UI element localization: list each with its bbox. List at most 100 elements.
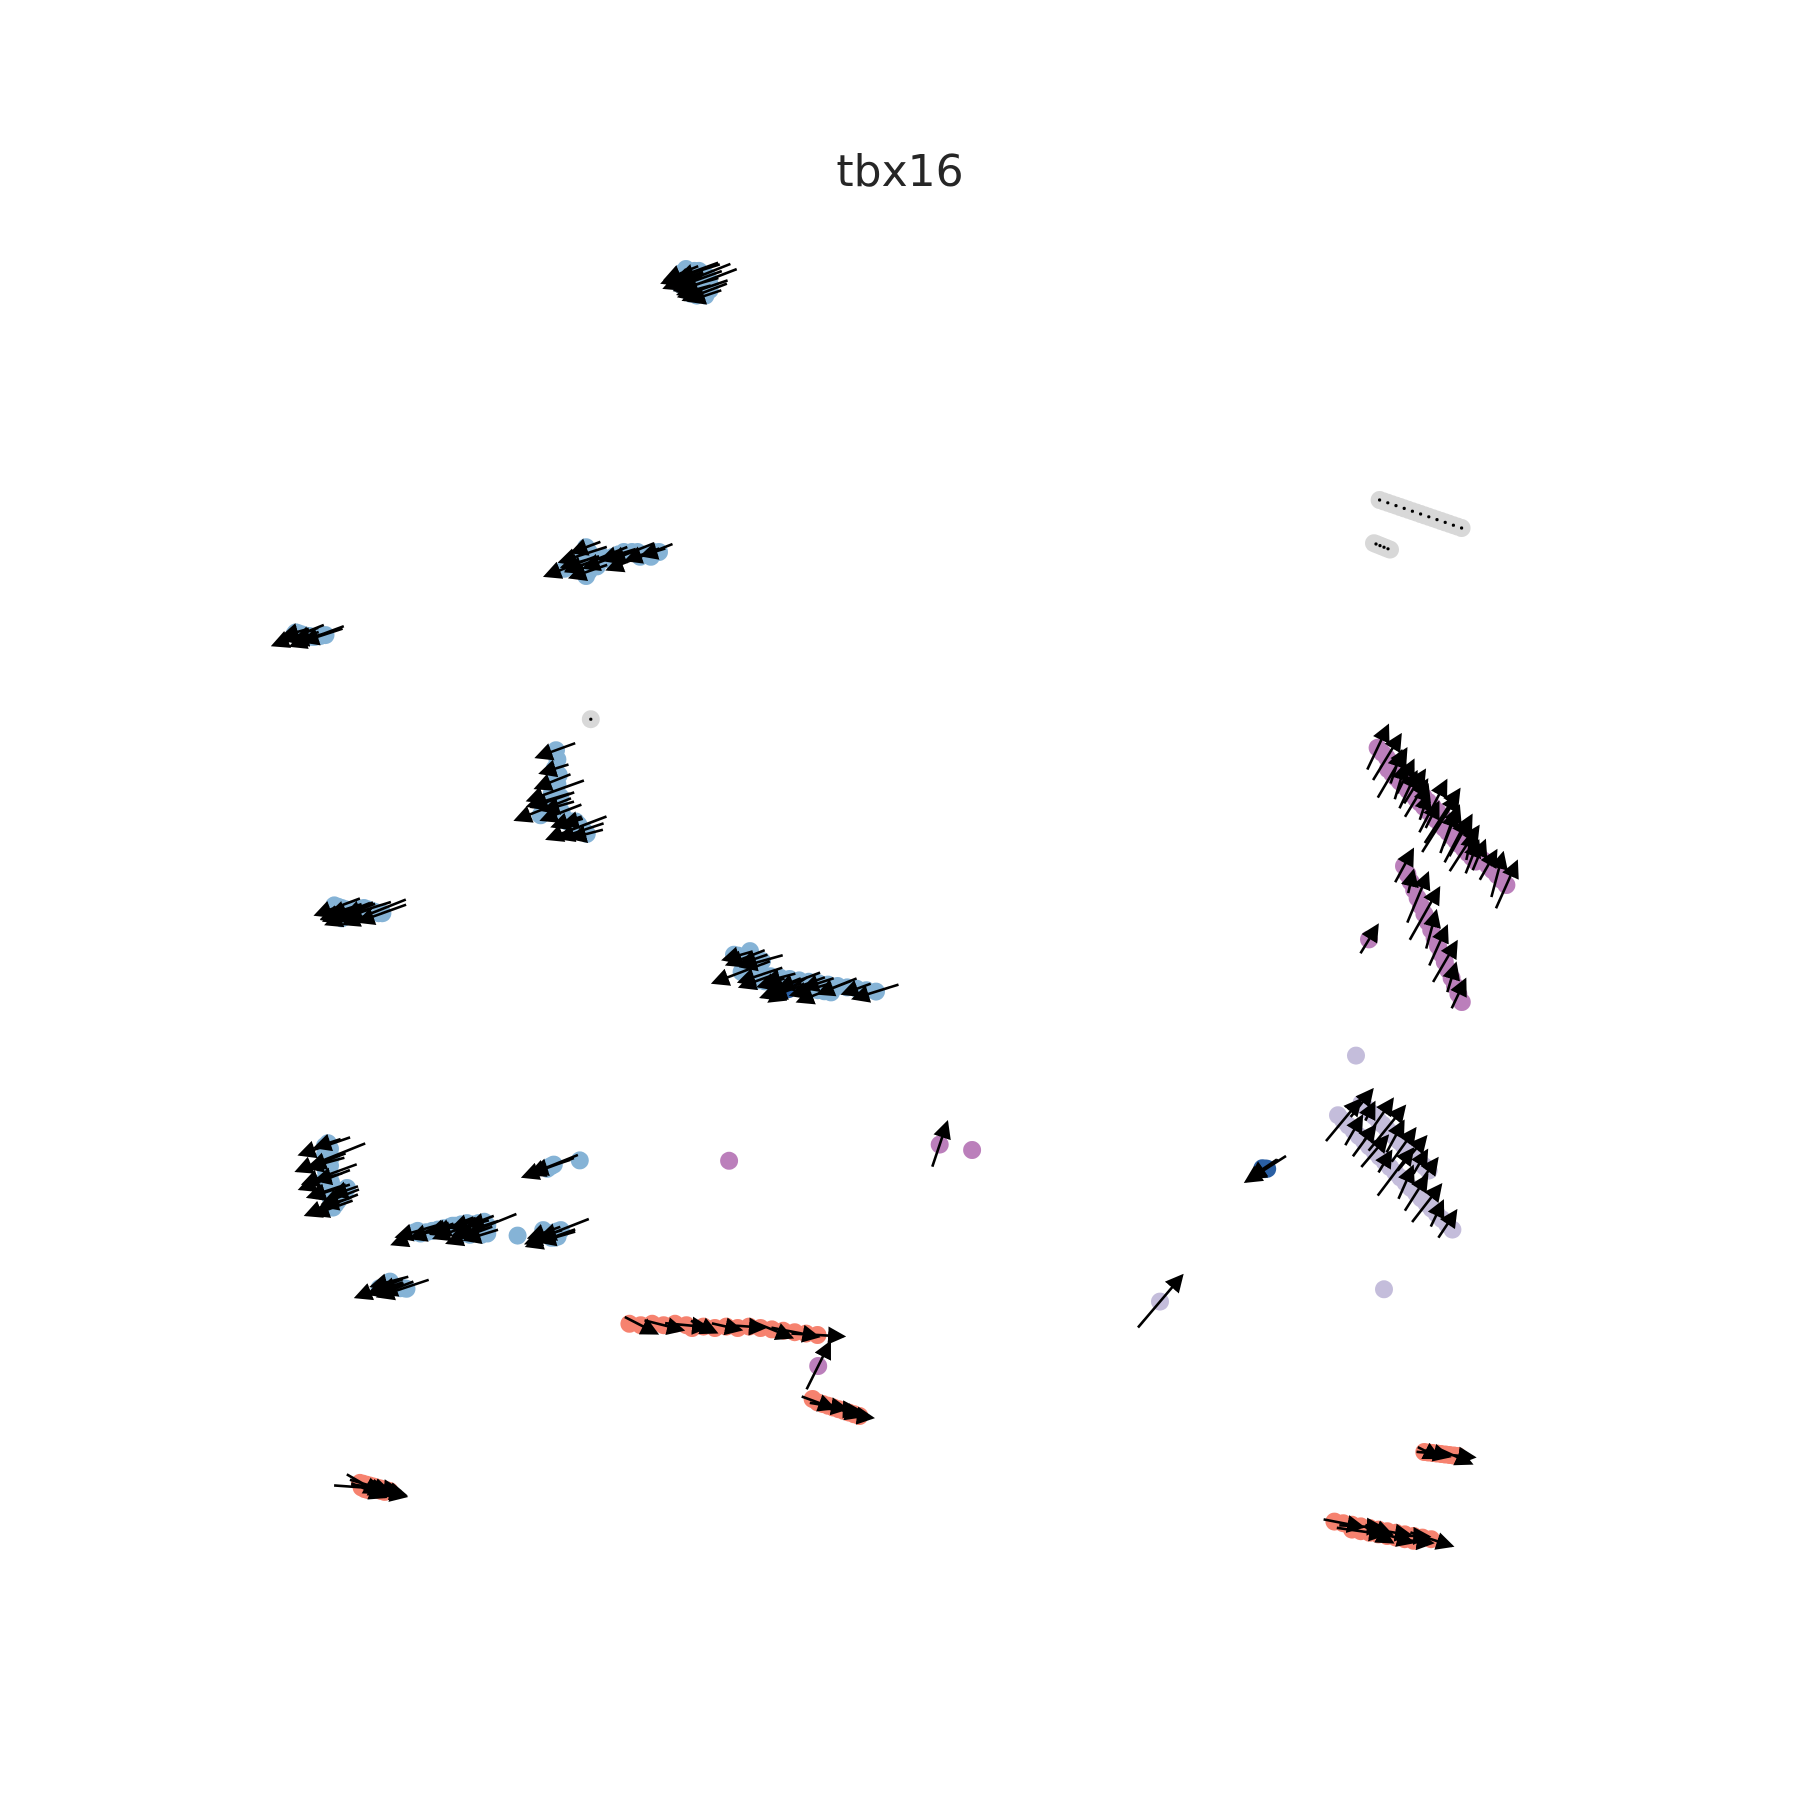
scatter-point xyxy=(570,1151,589,1170)
velocity-arrow xyxy=(605,542,673,573)
velocity-arrow xyxy=(1378,498,1382,502)
velocity-arrow xyxy=(846,1406,875,1425)
velocity-arrow xyxy=(329,1181,359,1199)
velocity-arrow xyxy=(1423,908,1441,949)
velocity-arrow xyxy=(1137,1273,1184,1329)
scatter-point xyxy=(1375,1280,1393,1299)
velocity-arrow xyxy=(1394,1532,1435,1551)
velocity-arrow xyxy=(1397,1164,1415,1200)
scatter-point xyxy=(508,1226,527,1245)
velocity-arrow xyxy=(356,903,407,926)
velocity-arrow xyxy=(738,953,784,972)
velocity-arrow xyxy=(751,1320,795,1341)
velocity-arrow xyxy=(589,717,593,721)
velocity-arrow xyxy=(1464,838,1482,874)
velocity-arrow xyxy=(312,1133,342,1152)
velocity-arrow xyxy=(1448,824,1480,872)
velocity-arrow xyxy=(1490,850,1508,898)
velocity-arrow xyxy=(1359,923,1379,954)
velocity-arrow xyxy=(294,1142,366,1174)
velocity-arrow xyxy=(567,563,608,582)
velocity-arrow xyxy=(805,1340,831,1390)
velocity-arrow xyxy=(527,1153,579,1177)
velocity-arrow xyxy=(1375,1149,1393,1174)
velocity-arrow xyxy=(1400,868,1419,894)
velocity-arrow xyxy=(791,1326,847,1345)
velocity-arrows xyxy=(270,261,1519,1551)
velocity-arrow xyxy=(1386,547,1390,551)
chart-title: tbx16 xyxy=(836,146,964,197)
velocity-arrow xyxy=(1394,504,1398,508)
velocity-arrow xyxy=(1376,747,1408,799)
velocity-arrow xyxy=(300,627,343,646)
velocity-arrow xyxy=(690,1317,719,1335)
velocity-arrow xyxy=(1360,1134,1390,1168)
velocity-arrow xyxy=(1419,512,1423,516)
velocity-arrow xyxy=(711,1317,744,1336)
velocity-arrow xyxy=(537,1228,576,1247)
velocity-arrow xyxy=(1403,1173,1429,1212)
velocity-arrow xyxy=(1378,544,1382,548)
velocity-arrow xyxy=(1367,1104,1407,1152)
scatter-point xyxy=(963,1141,982,1159)
velocity-arrow xyxy=(1428,924,1449,967)
velocity-arrow xyxy=(1386,501,1390,505)
velocity-arrow xyxy=(324,910,358,928)
velocity-arrow xyxy=(1406,871,1431,924)
velocity-arrow xyxy=(429,1216,474,1237)
velocity-arrow xyxy=(1344,1114,1364,1146)
velocity-arrow xyxy=(1451,523,1455,527)
velocity-arrow xyxy=(533,773,571,791)
scatter-point xyxy=(1347,1046,1365,1065)
velocity-arrow xyxy=(851,983,899,1003)
velocity-arrow xyxy=(534,741,576,761)
velocity-arrow xyxy=(560,811,584,829)
velocity-arrow xyxy=(1460,526,1464,530)
velocity-arrow xyxy=(270,623,325,648)
velocity-arrow xyxy=(1385,1119,1405,1154)
velocity-arrow xyxy=(1411,1183,1443,1223)
velocity-arrow xyxy=(1450,977,1467,1009)
velocity-arrow xyxy=(624,1315,660,1335)
velocity-arrow xyxy=(1437,1208,1458,1239)
velocity-arrow xyxy=(1366,723,1390,771)
velocity-arrow xyxy=(1418,1156,1439,1184)
velocity-arrow xyxy=(644,1317,686,1336)
velocity-arrow xyxy=(350,1481,388,1500)
velocity-arrow xyxy=(676,283,702,302)
velocity-arrow xyxy=(1427,515,1431,519)
velocity-arrow xyxy=(1359,1100,1376,1122)
scatter-point xyxy=(720,1151,739,1170)
velocity-arrow xyxy=(1390,1126,1417,1163)
velocity-arrow xyxy=(300,1163,358,1187)
velocity-arrow xyxy=(1410,509,1414,513)
velocity-arrow xyxy=(767,976,809,1003)
velocity-arrow xyxy=(1363,1525,1395,1544)
velocity-arrow xyxy=(375,1278,430,1301)
velocity-arrow xyxy=(1423,800,1440,829)
velocity-arrow xyxy=(1376,1147,1415,1197)
velocity-arrow xyxy=(1435,518,1439,522)
velocity-arrow xyxy=(462,1226,499,1244)
velocity-arrow xyxy=(369,1273,409,1292)
velocity-arrow xyxy=(1402,506,1406,510)
scatter-point xyxy=(1443,1220,1462,1239)
velocity-arrow xyxy=(1435,1446,1474,1466)
velocity-arrow xyxy=(733,1317,768,1336)
velocity-arrow xyxy=(1421,793,1460,853)
velocity-arrow xyxy=(1494,859,1519,909)
velocity-arrow xyxy=(1443,520,1447,525)
velocity-arrow xyxy=(1371,732,1402,781)
scatter-points xyxy=(285,260,1516,1550)
velocity-arrow xyxy=(931,1120,951,1168)
scatter-point xyxy=(1381,540,1399,559)
velocity-arrow xyxy=(1382,545,1386,549)
velocity-arrow xyxy=(538,759,569,778)
velocity-arrow xyxy=(809,1397,850,1416)
velocity-arrow xyxy=(1394,847,1415,883)
velocity-arrow xyxy=(568,825,604,843)
velocity-arrow xyxy=(1427,1199,1445,1228)
velocity-arrow xyxy=(1374,542,1378,546)
